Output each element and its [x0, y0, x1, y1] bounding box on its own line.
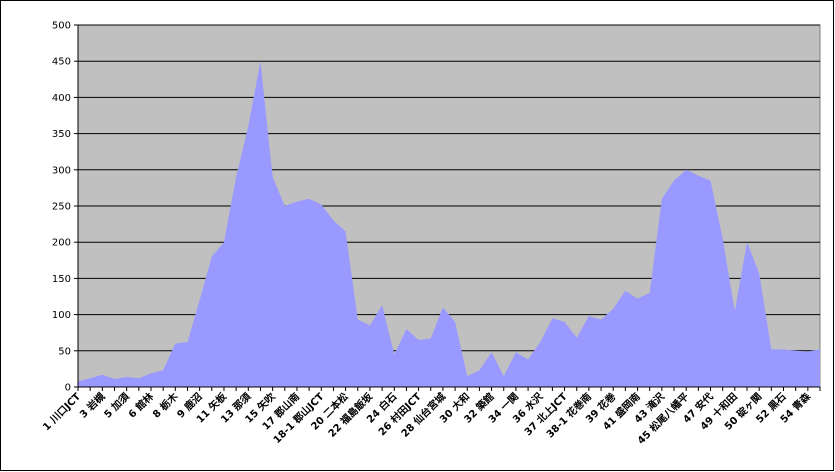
y-tick-label: 100: [52, 310, 71, 321]
y-tick-label: 0: [65, 383, 71, 394]
y-tick-label: 50: [58, 346, 71, 357]
y-tick-label: 300: [52, 165, 71, 176]
y-tick-label: 350: [52, 129, 71, 140]
y-tick-label: 200: [52, 238, 71, 249]
y-tick-label: 250: [52, 202, 71, 213]
area: [78, 61, 820, 387]
y-tick-label: 500: [52, 21, 71, 32]
y-tick-label: 400: [52, 93, 71, 104]
y-tick-label: 450: [52, 57, 71, 68]
y-tick-label: 150: [52, 274, 71, 285]
